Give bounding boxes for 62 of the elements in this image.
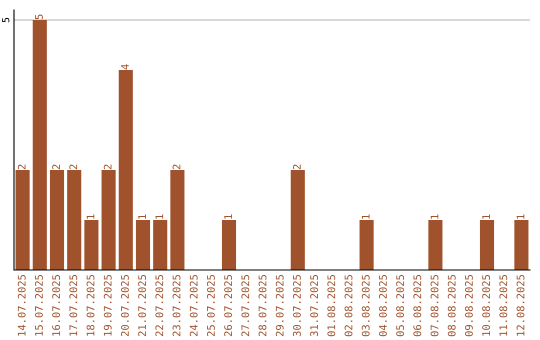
bar: [50, 170, 64, 270]
bar: [136, 220, 150, 270]
bar: [118, 70, 133, 270]
data-label: 2: [104, 164, 112, 170]
x-tick-label: 02.08.2025: [344, 275, 352, 336]
x-tick-label: 23.07.2025: [172, 275, 180, 336]
data-label: 1: [138, 214, 146, 219]
data-label: 1: [362, 214, 370, 219]
data-label: 1: [224, 214, 232, 219]
x-tick-label: 09.08.2025: [464, 275, 473, 336]
x-tick-label: 03.08.2025: [362, 275, 370, 336]
data-label: 4: [121, 64, 129, 70]
data-label: 1: [482, 214, 490, 219]
x-tick-label: 16.07.2025: [52, 275, 60, 336]
data-label: 1: [430, 214, 438, 219]
x-tick-label: 01.08.2025: [327, 275, 336, 336]
x-tick-label: 05.08.2025: [396, 275, 404, 336]
bar: [102, 170, 116, 270]
bar: [222, 220, 236, 270]
bar: [428, 220, 442, 270]
x-tick-label: 31.07.2025: [310, 275, 318, 336]
x-tick-label: 08.08.2025: [448, 275, 456, 336]
data-label: 5: [35, 14, 43, 20]
bar: [153, 220, 168, 270]
bar: [290, 170, 305, 270]
bar: [16, 170, 30, 270]
x-tick-label: 10.08.2025: [482, 275, 490, 336]
x-tick-label: 12.08.2025: [516, 275, 524, 336]
x-tick-label: 20.07.2025: [120, 275, 129, 336]
x-tick-label: 28.07.2025: [258, 275, 266, 336]
data-label: 1: [516, 214, 524, 219]
x-tick-label: 15.07.2025: [34, 275, 43, 336]
x-tick-label: 30.07.2025: [292, 275, 301, 336]
data-label: 2: [18, 164, 26, 170]
bar: [32, 20, 47, 270]
x-tick-label: 22.07.2025: [155, 275, 164, 336]
data-label: 2: [172, 164, 180, 170]
bar: [67, 170, 82, 270]
x-tick-label: 24.07.2025: [190, 275, 198, 336]
x-tick-label: 25.07.2025: [206, 275, 215, 336]
x-tick-label: 19.07.2025: [104, 275, 112, 336]
x-tick-label: 26.07.2025: [224, 275, 232, 336]
data-label: 2: [52, 164, 60, 170]
bar: [514, 220, 528, 270]
x-tick-label: 07.08.2025: [430, 275, 438, 336]
x-tick-label: 21.07.2025: [138, 275, 146, 336]
x-tick-label: 14.07.2025: [18, 275, 26, 336]
data-label: 2: [69, 164, 78, 170]
bar: [480, 220, 494, 270]
bar: [170, 170, 184, 270]
bar: [84, 220, 98, 270]
bar: [360, 220, 374, 270]
x-tick-label: 27.07.2025: [241, 275, 250, 336]
data-label: 2: [292, 164, 301, 170]
data-label: 1: [86, 214, 94, 219]
x-tick-label: 17.07.2025: [69, 275, 78, 336]
x-tick-label: 29.07.2025: [276, 275, 284, 336]
x-tick-label: 04.08.2025: [378, 275, 387, 336]
x-tick-label: 11.08.2025: [499, 275, 508, 336]
x-tick-label: 18.07.2025: [86, 275, 94, 336]
data-label: 1: [156, 214, 164, 219]
x-tick-label: 06.08.2025: [413, 275, 422, 336]
